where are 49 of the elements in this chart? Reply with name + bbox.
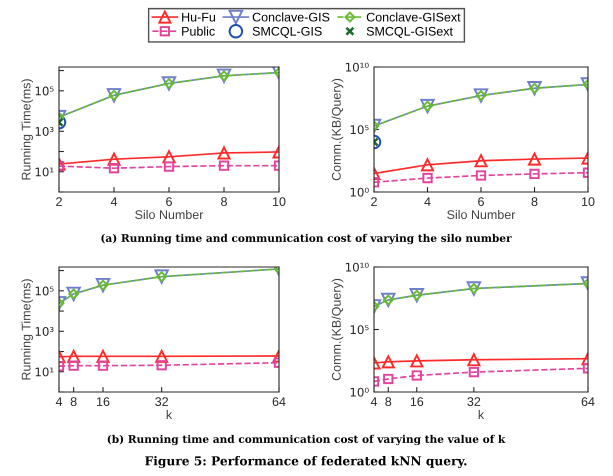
y-axis-title: Comm.(KB/Query) — [332, 78, 344, 180]
x-tick-label: 6 — [478, 197, 484, 206]
text: (b) Running time and communication cost of varying the value of k — [108, 434, 506, 446]
y-tick-label: 10⁰ — [350, 388, 369, 397]
x-tick-label: 64 — [272, 397, 286, 406]
x-tick-label: 8 — [385, 397, 392, 406]
x-tick-label: 32 — [155, 397, 168, 406]
legend-label: Hu-Fu — [182, 12, 216, 22]
x-tick-label: 4 — [370, 397, 378, 406]
y-tick-label: 10⁵ — [36, 286, 54, 296]
x-tick-label: 8 — [70, 397, 77, 406]
y-tick-label: 10³ — [36, 127, 54, 136]
x-tick-label: 4 — [56, 397, 62, 406]
x-axis-title: Silo Number — [135, 210, 204, 220]
y-tick-label: 10¹ — [36, 167, 54, 176]
x-tick-label: 10 — [582, 197, 594, 206]
x-tick-label: 8 — [221, 197, 227, 206]
y-tick-label: 10¹⁰ — [346, 262, 369, 272]
x-axis-title: k — [166, 410, 172, 419]
x-tick-label: 16 — [97, 397, 110, 406]
x-tick-label: 4 — [110, 197, 118, 206]
x-tick-label: 2 — [56, 197, 62, 206]
legend-label: Conclave-GISext — [366, 12, 461, 22]
x-tick-label: 2 — [371, 197, 377, 206]
y-axis-title: Running Time(ms) — [21, 279, 33, 380]
y-tick-label: 10¹⁰ — [346, 62, 369, 72]
y-axis-title: Comm.(KB/Query) — [332, 278, 344, 380]
legend-label: SMCQL-GISext — [366, 26, 453, 38]
y-axis-title: Running Time(ms) — [21, 79, 33, 180]
y-tick-label: 10¹ — [36, 367, 54, 376]
y-tick-label: 10⁰ — [350, 188, 369, 197]
x-tick-label: 10 — [273, 197, 286, 206]
x-tick-label: 32 — [467, 397, 480, 406]
x-tick-label: 8 — [532, 197, 538, 206]
y-tick-label: 10⁵ — [350, 125, 369, 134]
text: (a) Running time and communication cost of varying the silo number — [101, 234, 512, 244]
x-tick-label: 6 — [166, 197, 172, 206]
legend-label: Public — [182, 26, 215, 36]
x-tick-label: 64 — [582, 397, 595, 406]
x-tick-label: 4 — [424, 197, 431, 206]
x-tick-label: 16 — [410, 397, 424, 406]
legend-label: Conclave-GIS — [252, 12, 330, 22]
caption: Figure 5: Performance of federated kNN query. — [145, 456, 466, 468]
legend-label: SMCQL-GIS — [252, 26, 322, 38]
y-tick-label: 10⁵ — [36, 86, 54, 96]
x-axis-title: k — [478, 410, 484, 419]
x-axis-title: Silo Number — [447, 210, 516, 220]
y-tick-label: 10⁵ — [350, 325, 369, 334]
y-tick-label: 10³ — [36, 327, 54, 336]
